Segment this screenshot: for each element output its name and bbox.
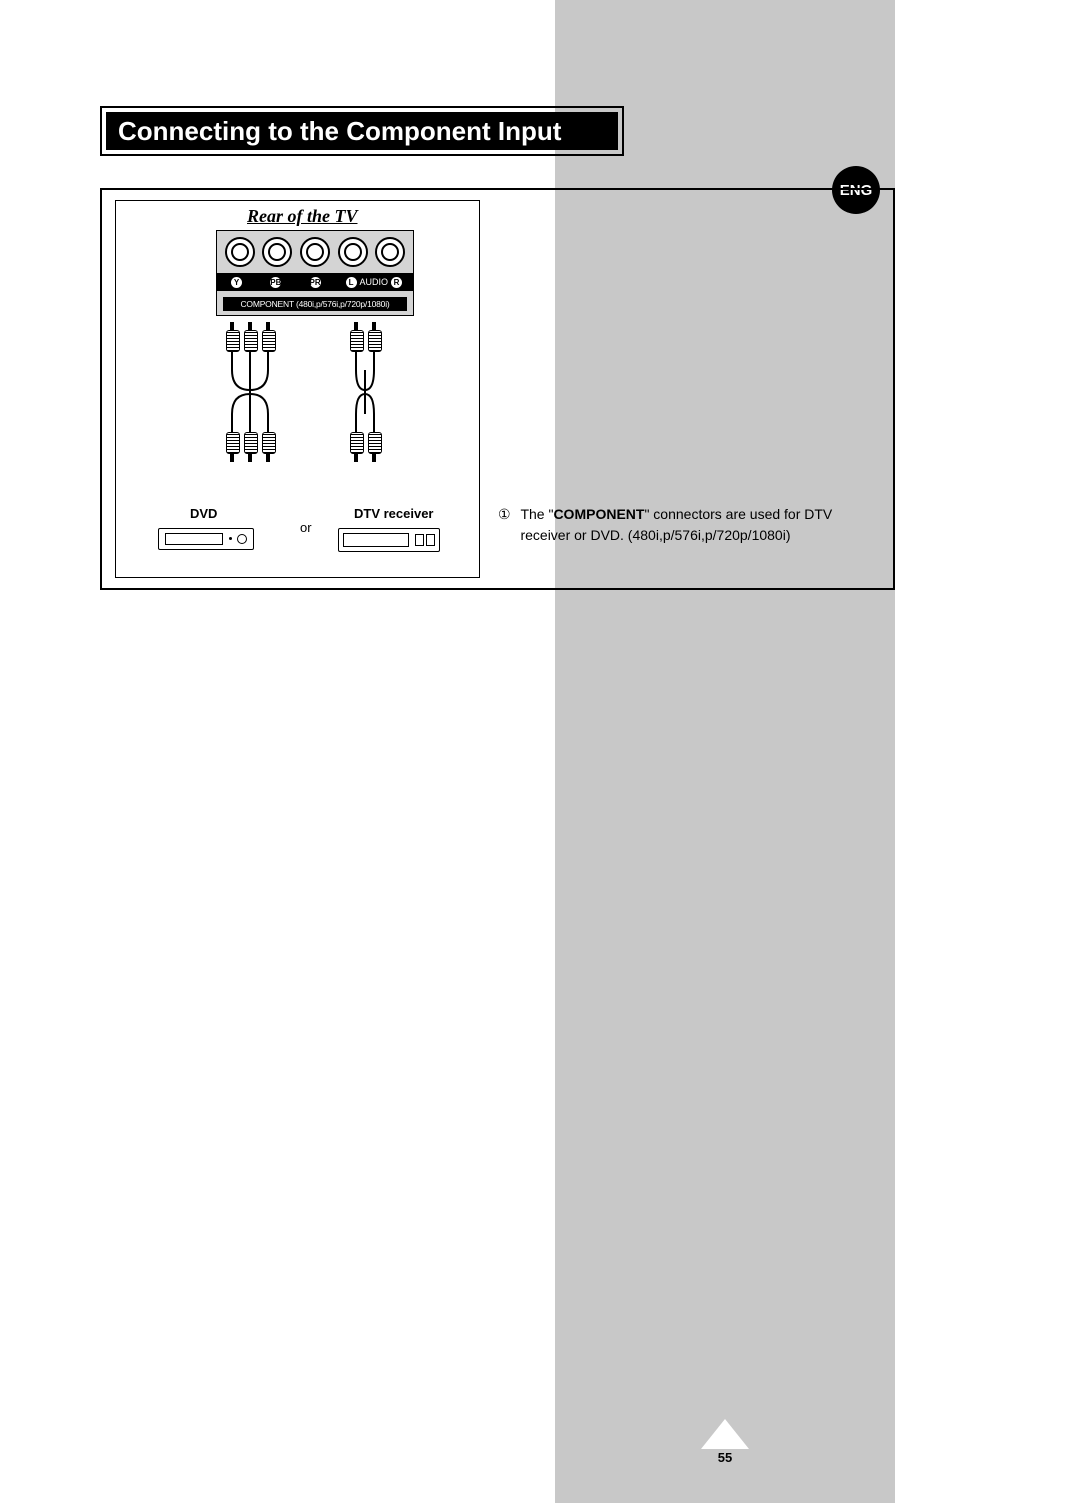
label-pr: PR — [310, 277, 321, 288]
jack-pb — [262, 237, 292, 267]
instruction-bold: COMPONENT — [553, 506, 644, 522]
page-title: Connecting to the Component Input — [106, 112, 618, 150]
jack-audio-l — [338, 237, 368, 267]
dvd-label: DVD — [190, 506, 217, 521]
instruction-prefix: The " — [520, 506, 553, 522]
plug-icon — [350, 322, 362, 352]
instruction-number: ① — [498, 504, 511, 525]
page-pointer-triangle — [555, 1419, 895, 1449]
top-plugs-audio — [350, 322, 380, 352]
plug-icon — [244, 322, 256, 352]
dtv-receiver-icon — [338, 528, 440, 552]
plug-icon — [368, 322, 380, 352]
plug-icon — [226, 432, 238, 462]
plug-icon — [350, 432, 362, 462]
label-y: Y — [231, 277, 242, 288]
jack-row — [217, 237, 413, 267]
jack-pr — [300, 237, 330, 267]
label-audio-l: L — [346, 277, 357, 288]
dvd-player-icon — [158, 528, 254, 550]
plug-icon — [262, 322, 274, 352]
plug-icon — [226, 322, 238, 352]
rear-of-tv-label: Rear of the TV — [247, 206, 358, 227]
plug-icon — [262, 432, 274, 462]
jack-audio-r — [375, 237, 405, 267]
top-plugs-video — [226, 322, 274, 352]
label-audio-text: AUDIO — [360, 277, 389, 287]
bottom-plugs-audio — [350, 432, 380, 462]
jack-label-strip: Y PB PR L AUDIO R — [217, 273, 413, 291]
jack-y — [225, 237, 255, 267]
or-label: or — [300, 520, 312, 535]
panel-caption: COMPONENT (480i,p/576i,p/720p/1080i) — [223, 297, 407, 311]
plug-icon — [368, 432, 380, 462]
plug-icon — [244, 432, 256, 462]
dtv-receiver-label: DTV receiver — [354, 506, 434, 521]
bottom-plugs-video — [226, 432, 274, 462]
label-audio-r: R — [391, 277, 402, 288]
page-number: 55 — [555, 1450, 895, 1465]
label-pb: PB — [270, 277, 281, 288]
tv-connector-panel: Y PB PR L AUDIO R COMPONENT (480i,p/576i… — [216, 230, 414, 316]
instruction-text: ① The "COMPONENT" connectors are used fo… — [498, 504, 878, 546]
